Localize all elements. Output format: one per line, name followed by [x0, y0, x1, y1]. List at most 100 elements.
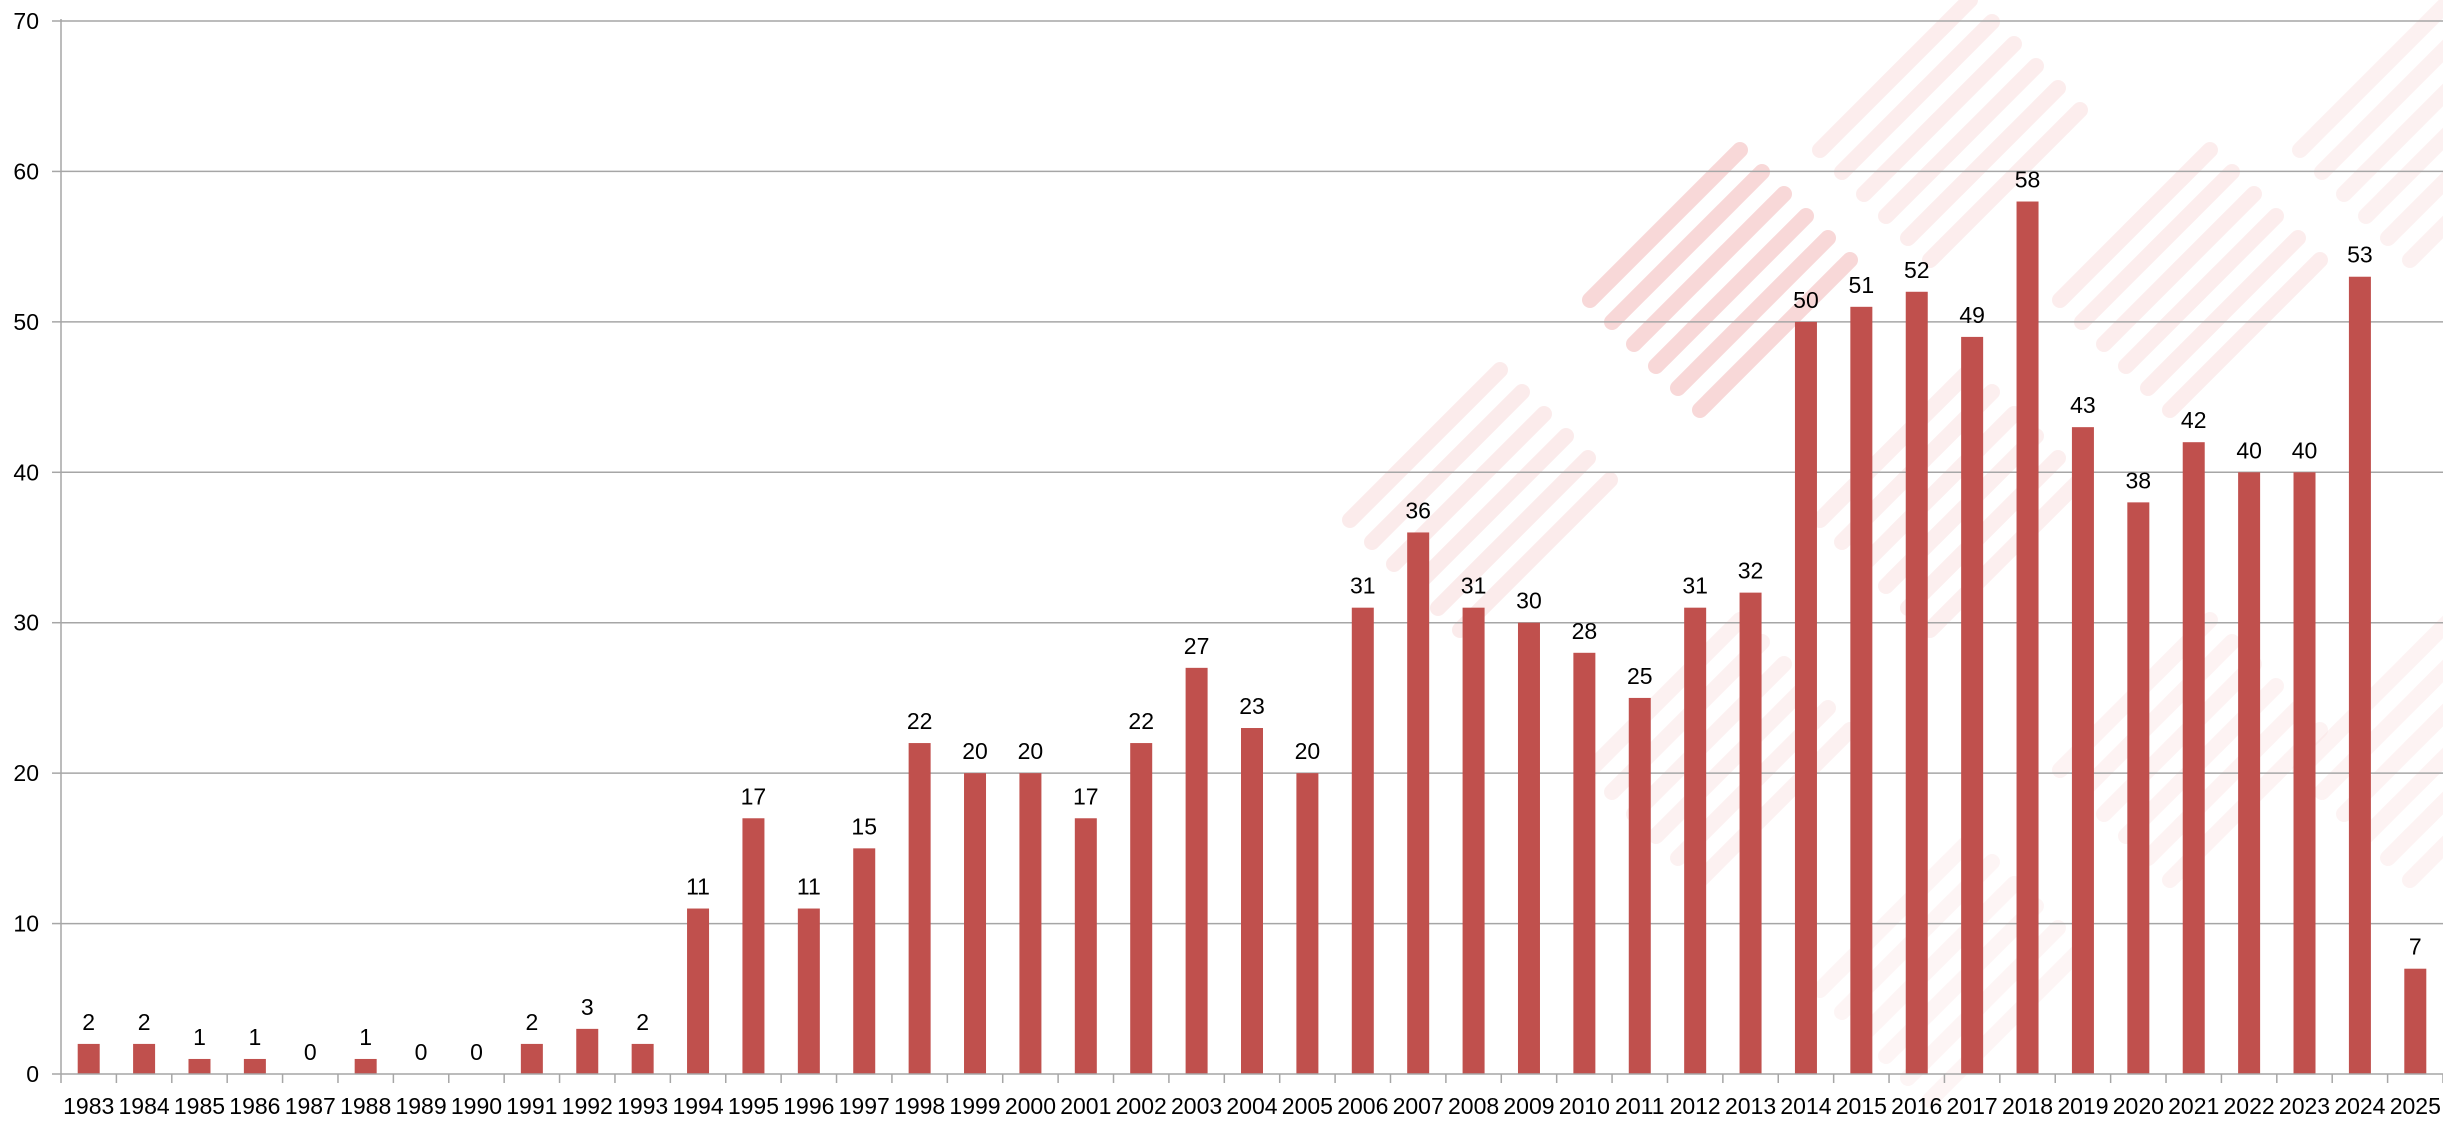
bar-2022 — [2238, 472, 2261, 1074]
y-tick-label: 10 — [13, 911, 39, 937]
watermark-stripe — [1922, 942, 2088, 1108]
watermark-stripe — [1342, 362, 1508, 528]
y-tick-label: 0 — [26, 1061, 39, 1087]
x-tick-label-2001: 2001 — [1060, 1093, 1111, 1119]
watermark-stripe — [2358, 127, 2443, 224]
watermark-stripe — [1856, 876, 2022, 1042]
data-label-2015: 51 — [1849, 272, 1875, 298]
bar-1998 — [908, 743, 931, 1074]
watermark-stripe — [2052, 142, 2218, 308]
data-label-1998: 22 — [907, 708, 933, 734]
watermark-stripe — [1834, 14, 2000, 180]
x-tick-label-2024: 2024 — [2334, 1093, 2385, 1119]
bar-2013 — [1739, 592, 1762, 1074]
data-label-2007: 36 — [1405, 497, 1431, 523]
bar-2023 — [2293, 472, 2316, 1074]
watermark-stripe — [2118, 208, 2284, 374]
x-tick-label-1984: 1984 — [119, 1093, 170, 1119]
x-tick-label-1990: 1990 — [451, 1093, 502, 1119]
data-label-2025: 7 — [2409, 934, 2422, 960]
watermark-stripe — [1670, 230, 1836, 396]
x-tick-label-2009: 2009 — [1503, 1093, 1554, 1119]
x-tick-label-1992: 1992 — [562, 1093, 613, 1119]
watermark-patch — [2292, 0, 2443, 268]
data-label-2013: 32 — [1738, 558, 1764, 584]
watermark-stripe — [1452, 472, 1618, 638]
bar-1986 — [243, 1058, 266, 1074]
watermark-stripe — [2358, 747, 2443, 844]
bar-2016 — [1905, 291, 1928, 1074]
data-label-2016: 52 — [1904, 257, 1930, 283]
x-tick-label-2000: 2000 — [1005, 1093, 1056, 1119]
bar-1999 — [964, 773, 987, 1074]
bar-1994 — [687, 908, 710, 1074]
watermark-stripe — [1922, 102, 2088, 268]
data-label-1985: 1 — [193, 1024, 206, 1050]
watermark-stripe — [2402, 215, 2443, 268]
watermark-stripe — [2140, 230, 2306, 396]
bar-1983 — [77, 1043, 100, 1074]
watermark-stripe — [2292, 615, 2443, 778]
x-tick-label-2017: 2017 — [1947, 1093, 1998, 1119]
data-label-2018: 58 — [2015, 167, 2041, 193]
x-tick-label-1988: 1988 — [340, 1093, 391, 1119]
x-tick-label-1986: 1986 — [229, 1093, 280, 1119]
x-tick-label-2007: 2007 — [1393, 1093, 1444, 1119]
data-label-2021: 42 — [2181, 407, 2207, 433]
data-label-2006: 31 — [1350, 573, 1376, 599]
x-tick-label-2015: 2015 — [1836, 1093, 1887, 1119]
x-tick-label-1994: 1994 — [672, 1093, 723, 1119]
watermark-stripe — [2162, 252, 2328, 418]
x-tick-label-2010: 2010 — [1559, 1093, 1610, 1119]
watermark-patch — [1582, 142, 1858, 418]
data-label-2004: 23 — [1239, 693, 1265, 719]
x-tick-label-1993: 1993 — [617, 1093, 668, 1119]
x-tick-label-1995: 1995 — [728, 1093, 779, 1119]
x-tick-label-1989: 1989 — [395, 1093, 446, 1119]
bar-2006 — [1351, 607, 1374, 1074]
watermark-stripe — [1648, 678, 1814, 844]
data-label-1988: 1 — [359, 1024, 372, 1050]
x-tick-label-1997: 1997 — [839, 1093, 890, 1119]
data-label-1984: 2 — [138, 1009, 151, 1035]
data-label-1983: 2 — [82, 1009, 95, 1035]
watermark-patch — [1342, 362, 1618, 638]
data-label-2017: 49 — [1959, 302, 1985, 328]
data-label-2000: 20 — [1018, 738, 1044, 764]
data-label-1999: 20 — [962, 738, 988, 764]
bar-1984 — [133, 1043, 156, 1074]
bar-2021 — [2182, 442, 2205, 1074]
watermark-stripe — [1692, 252, 1858, 418]
watermark-stripe — [2336, 83, 2443, 202]
bar-1991 — [520, 1043, 543, 1074]
bar-series — [77, 201, 2427, 1075]
data-label-2002: 22 — [1128, 708, 1154, 734]
data-label-2020: 38 — [2126, 467, 2152, 493]
watermark-stripe — [1648, 208, 1814, 374]
watermark-stripe — [2402, 835, 2443, 888]
x-tick-label-1999: 1999 — [949, 1093, 1000, 1119]
data-label-1986: 1 — [248, 1024, 261, 1050]
watermark-stripe — [2074, 164, 2240, 330]
bar-2019 — [2071, 427, 2094, 1075]
x-tick-label-2006: 2006 — [1337, 1093, 1388, 1119]
bar-2007 — [1407, 532, 1430, 1074]
x-tick-label-2020: 2020 — [2113, 1093, 2164, 1119]
data-label-2010: 28 — [1572, 618, 1598, 644]
axes — [60, 19, 2443, 1083]
bar-1996 — [797, 908, 820, 1074]
watermark-stripe — [1604, 164, 1770, 330]
watermark-stripe — [1364, 384, 1530, 550]
data-label-2024: 53 — [2347, 242, 2373, 268]
bar-2024 — [2348, 276, 2371, 1074]
watermark-stripe — [1812, 362, 1978, 528]
x-tick-label-2013: 2013 — [1725, 1093, 1776, 1119]
watermark-patch — [2292, 615, 2443, 888]
bar-1992 — [576, 1028, 599, 1074]
bar-2015 — [1850, 306, 1873, 1074]
data-label-2005: 20 — [1295, 738, 1321, 764]
watermark-stripe — [2314, 659, 2443, 800]
watermark-stripe — [2096, 186, 2262, 352]
data-label-1994: 11 — [686, 874, 710, 900]
